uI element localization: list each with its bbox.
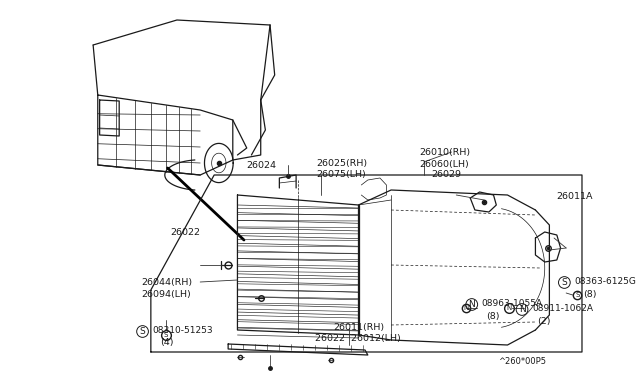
Text: 08310-51253: 08310-51253 xyxy=(153,326,213,335)
Text: N: N xyxy=(468,300,475,309)
Text: 08911-1062A: 08911-1062A xyxy=(532,304,594,313)
Text: 26024: 26024 xyxy=(247,161,276,170)
Text: 26011(RH): 26011(RH) xyxy=(333,323,385,332)
Text: (4): (4) xyxy=(160,338,173,347)
Text: 08963-1055A: 08963-1055A xyxy=(481,299,543,308)
Text: 26094(LH): 26094(LH) xyxy=(141,290,191,299)
Text: 26010(RH): 26010(RH) xyxy=(419,148,470,157)
Text: 26011A: 26011A xyxy=(556,192,593,201)
Text: S: S xyxy=(561,278,567,287)
Text: (8): (8) xyxy=(486,312,500,321)
Text: 26022  26012(LH): 26022 26012(LH) xyxy=(315,334,401,343)
Text: 08363-6125G: 08363-6125G xyxy=(575,277,636,286)
Text: 26060(LH): 26060(LH) xyxy=(419,160,468,169)
Text: N: N xyxy=(463,305,468,311)
Text: (8): (8) xyxy=(583,290,596,299)
Text: S: S xyxy=(140,327,145,336)
Text: N: N xyxy=(507,305,512,311)
Text: ^260*00P5: ^260*00P5 xyxy=(498,357,546,366)
Text: 26044(RH): 26044(RH) xyxy=(141,278,193,287)
Text: (2): (2) xyxy=(538,317,551,326)
Text: S: S xyxy=(575,292,579,298)
Text: 26022: 26022 xyxy=(170,228,200,237)
Text: 26075(LH): 26075(LH) xyxy=(317,170,366,179)
Text: 26029: 26029 xyxy=(431,170,461,179)
Text: N: N xyxy=(518,305,525,314)
Text: 26025(RH): 26025(RH) xyxy=(317,159,368,168)
Text: S: S xyxy=(164,332,168,338)
